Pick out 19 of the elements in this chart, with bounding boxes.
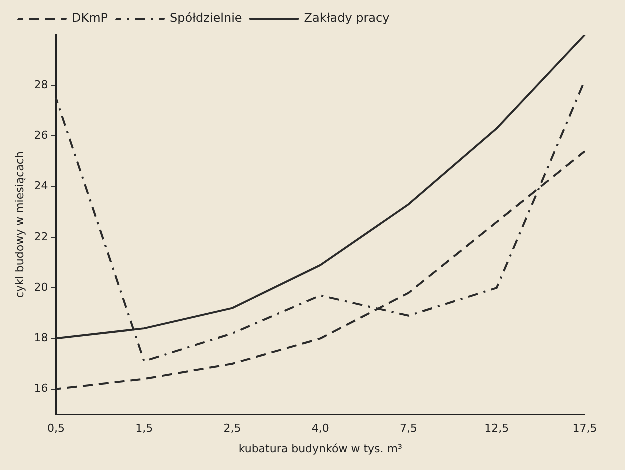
x-tick-label: 2,5 (224, 422, 242, 436)
x-tick-label: 7,5 (400, 422, 418, 436)
x-tick-label: 0,5 (47, 422, 65, 436)
legend-label: DKmP (72, 11, 108, 26)
y-tick-label: 22 (34, 230, 48, 244)
x-axis-title: kubatura budynków w tys. m³ (238, 442, 402, 456)
y-tick-label: 26 (34, 129, 48, 142)
y-tick-label: 28 (34, 78, 48, 92)
y-tick-label: 20 (34, 280, 48, 294)
y-tick-label: 24 (34, 180, 48, 193)
x-tick-label: 12,5 (484, 422, 510, 436)
x-tick-label: 4,0 (312, 422, 330, 436)
y-axis-title: cykl budowy w miesiącach (13, 152, 26, 298)
y-tick-label: 18 (34, 332, 48, 345)
x-tick-label: 17,5 (572, 422, 598, 436)
legend-label: Spółdzielnie (170, 11, 242, 26)
legend-label: Zakłady pracy (304, 11, 390, 26)
y-tick-label: 16 (34, 382, 48, 396)
x-tick-label: 1,5 (136, 422, 154, 436)
